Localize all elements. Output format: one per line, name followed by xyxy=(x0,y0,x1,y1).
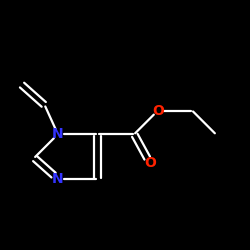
Text: O: O xyxy=(152,104,164,118)
Text: N: N xyxy=(52,172,64,186)
Text: O: O xyxy=(144,156,156,170)
Text: N: N xyxy=(52,127,64,141)
